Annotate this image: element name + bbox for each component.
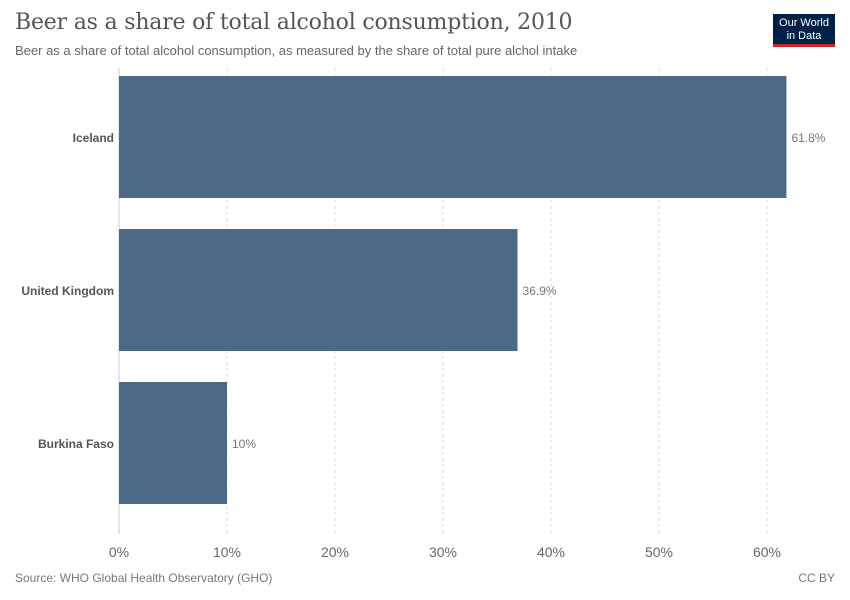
license-link[interactable]: CC BY [798, 571, 835, 585]
x-tick-label: 30% [429, 544, 457, 560]
logo-line-2: in Data [786, 30, 822, 42]
x-tick-label: 60% [753, 544, 781, 560]
logo-line-1: Our World [779, 17, 829, 29]
x-tick-label: 40% [537, 544, 565, 560]
category-label: United Kingdom [21, 284, 114, 298]
labels: 0% 10% 20% 30% 40% 50% 60% Iceland 61.8% United K… [21, 131, 825, 560]
bar[interactable] [119, 229, 518, 351]
source-note[interactable]: Source: WHO Global Health Observatory (G… [15, 571, 273, 585]
bar[interactable] [119, 76, 787, 198]
value-label: 36.9% [523, 284, 557, 298]
x-tick-label: 50% [645, 544, 673, 560]
category-label: Iceland [73, 131, 114, 145]
value-label: 10% [232, 437, 256, 451]
bars [119, 76, 787, 504]
owid-logo[interactable]: Our World in Data [773, 14, 835, 47]
x-tick-label: 0% [109, 544, 129, 560]
x-tick-label: 10% [213, 544, 241, 560]
x-tick-label: 20% [321, 544, 349, 560]
value-label: 61.8% [791, 131, 825, 145]
chart-subtitle: Beer as a share of total alcohol consump… [15, 43, 578, 58]
bar[interactable] [119, 382, 227, 504]
category-label: Burkina Faso [38, 437, 114, 451]
chart-title: Beer as a share of total alcohol consump… [15, 10, 573, 35]
